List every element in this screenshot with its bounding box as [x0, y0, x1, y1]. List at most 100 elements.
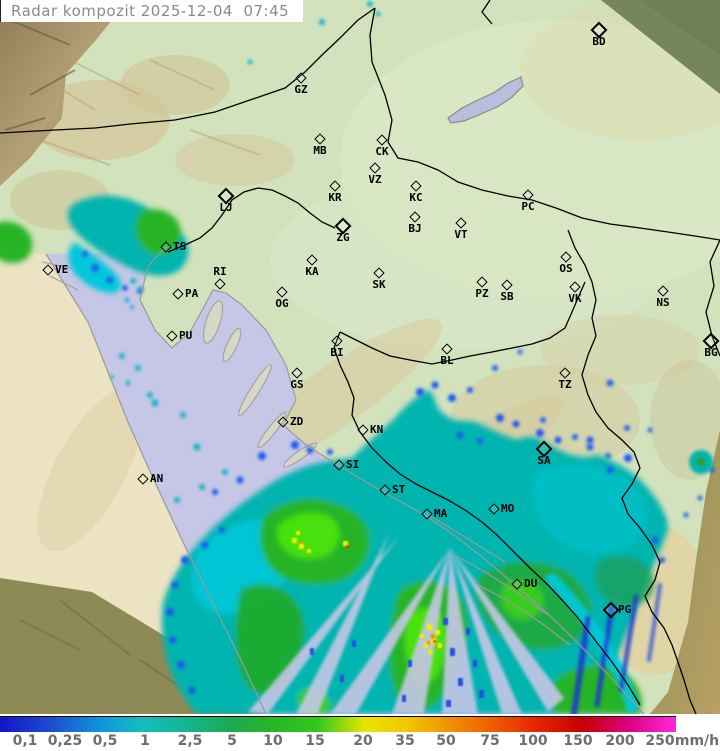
city-diamond-icon [357, 424, 369, 436]
city-diamond-icon [410, 180, 422, 192]
legend-tick-label: 200 [605, 733, 635, 749]
city-marker-label: ST [392, 483, 406, 496]
city-diamond-icon [214, 278, 226, 290]
city-marker-label: GZ [294, 83, 308, 96]
city-diamond-icon [333, 459, 345, 471]
city-diamond-icon [501, 279, 513, 291]
title-bar: Radar kompozit 2025-12-04 07:45 [0, 0, 304, 22]
legend-tick-label: 0,1 [12, 733, 38, 749]
city-diamond-icon [42, 264, 54, 276]
city-diamond-icon [560, 251, 572, 263]
city-marker-label: BG [704, 346, 718, 359]
city-diamond-icon [379, 484, 391, 496]
city-marker-label: AN [150, 472, 164, 485]
city-marker-label: MB [313, 144, 327, 157]
city-marker-label: MO [501, 502, 515, 515]
city-diamond-icon [373, 267, 385, 279]
city-diamond-icon [137, 473, 149, 485]
radar-map-canvas [0, 0, 720, 714]
legend-tick-label: 0,5 [92, 733, 118, 749]
city-diamond-icon [277, 416, 289, 428]
city-marker-label: BD [592, 35, 606, 48]
page-title: Radar kompozit 2025-12-04 07:45 [11, 2, 290, 20]
city-diamond-icon [476, 276, 488, 288]
legend-tick-label: 250 [645, 733, 675, 749]
legend-tick-labels: mm/h 0,1 0,25 0,5 1 2,5 5 10 15 20 35 50 75 100 150 20… [0, 731, 720, 751]
legend-tick-label: 75 [480, 733, 500, 749]
city-marker-label: BJ [408, 222, 422, 235]
border-layer [0, 0, 720, 714]
legend-tick-label: 15 [305, 733, 325, 749]
city-diamond-icon [329, 180, 341, 192]
legend-tick-label: 35 [395, 733, 415, 749]
city-diamond-icon [559, 367, 571, 379]
city-marker-label: GS [290, 378, 304, 391]
city-marker-label: LJ [219, 201, 233, 214]
city-marker-label: MA [434, 507, 448, 520]
city-diamond-icon [441, 343, 453, 355]
legend-tick-label: 20 [353, 733, 373, 749]
city-marker-label: PC [521, 200, 535, 213]
city-diamond-icon [166, 330, 178, 342]
legend-gradient-bar [0, 716, 676, 732]
city-marker-label: KR [328, 191, 342, 204]
legend-tick-label: 50 [436, 733, 456, 749]
city-marker-label: VK [568, 292, 582, 305]
city-diamond-icon [306, 254, 318, 266]
city-marker-label: OG [275, 297, 289, 310]
city-diamond-icon [295, 72, 307, 84]
city-marker-label: SI [346, 458, 360, 471]
city-diamond-icon [331, 335, 343, 347]
city-marker-label: SB [500, 290, 514, 303]
city-marker-label: OS [559, 262, 573, 275]
legend-tick-label: 0,25 [47, 733, 83, 749]
city-marker-label: RI [213, 265, 227, 278]
city-marker-label: NS [656, 296, 670, 309]
city-diamond-icon [657, 285, 669, 297]
precipitation-layer [0, 1, 715, 714]
city-marker-label: TZ [558, 378, 572, 391]
city-diamond-icon [291, 367, 303, 379]
city-diamond-icon [276, 286, 288, 298]
city-marker-label: VZ [368, 173, 382, 186]
city-diamond-icon [522, 189, 534, 201]
city-diamond-icon [172, 288, 184, 300]
city-marker-label: PA [185, 287, 199, 300]
city-diamond-icon [455, 217, 467, 229]
legend-tick-label: 150 [563, 733, 593, 749]
city-marker-label: PZ [475, 287, 489, 300]
city-marker-label: KC [409, 191, 423, 204]
rain-rate-legend: mm/h 0,1 0,25 0,5 1 2,5 5 10 15 20 35 50 75 100 150 20… [0, 714, 720, 751]
city-marker-label: BI [330, 346, 344, 359]
radar-map [0, 0, 720, 714]
city-marker-label: SK [372, 278, 386, 291]
city-marker-label: CK [375, 145, 389, 158]
radar-spokes [248, 532, 564, 714]
city-marker-label: BL [440, 354, 454, 367]
city-marker-label: DU [524, 577, 538, 590]
city-marker-label: SA [537, 454, 551, 467]
city-diamond-icon [569, 281, 581, 293]
legend-tick-label: 5 [227, 733, 237, 749]
city-marker-label: PU [179, 329, 193, 342]
legend-tick-label: 100 [518, 733, 548, 749]
legend-tick-label: 1 [140, 733, 150, 749]
city-marker-label: TS [173, 240, 187, 253]
city-diamond-icon [421, 508, 433, 520]
city-marker-label: PG [618, 603, 632, 616]
city-markers-layer: BD GZ MB CK VZ KR KC PC LJ BJ VT ZG TS OS KA VE SK RI PZ SB… [42, 21, 720, 619]
city-marker-label: ZG [336, 231, 350, 244]
heavy-rain-cores [292, 531, 442, 654]
city-diamond-icon [409, 211, 421, 223]
city-marker-label: ZD [290, 415, 304, 428]
city-diamond-icon [314, 133, 326, 145]
city-diamond-icon [488, 503, 500, 515]
coastline-layer [45, 246, 645, 714]
city-marker-label: KN [370, 423, 384, 436]
legend-tick-label: 10 [263, 733, 283, 749]
city-diamond-icon [511, 578, 523, 590]
city-marker-label: VE [55, 263, 69, 276]
legend-unit-label: mm/h [674, 733, 720, 749]
city-diamond-icon [376, 134, 388, 146]
